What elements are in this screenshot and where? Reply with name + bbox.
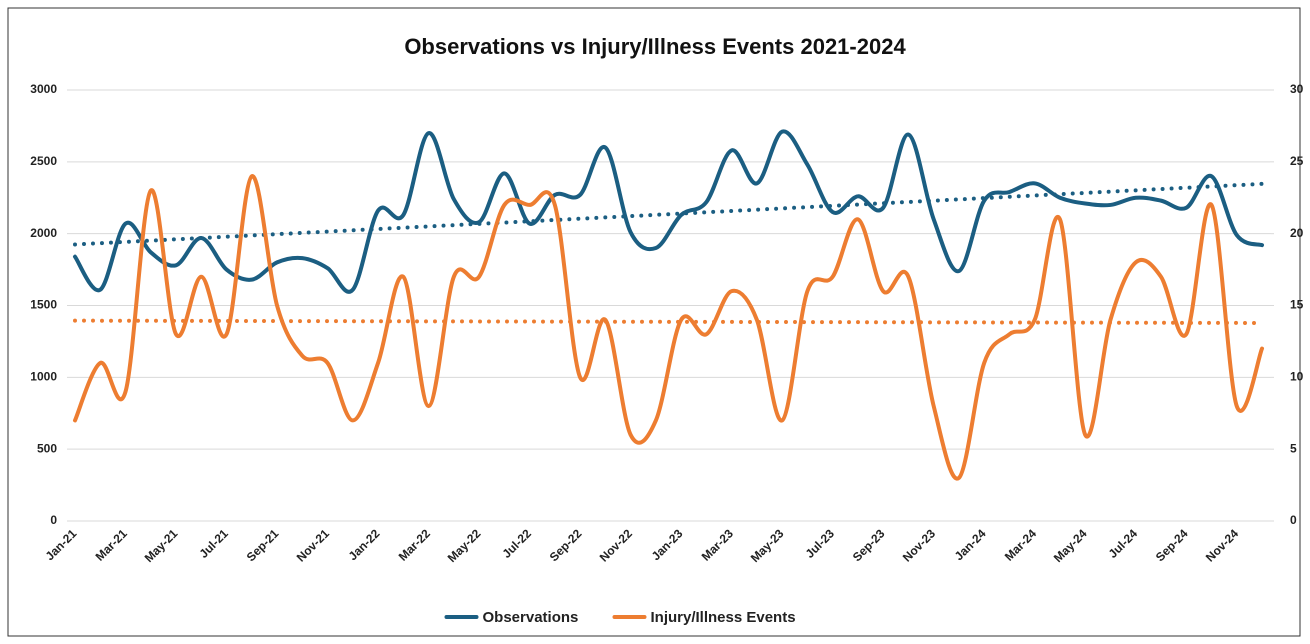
y-tick-label: 2500 (30, 154, 57, 168)
legend: Observations Injury/Illness Events (444, 609, 796, 626)
series-line (73, 174, 1264, 481)
trendline (73, 318, 1264, 325)
y2-tick-label: 30 (1290, 82, 1304, 96)
chart-title: Observations vs Injury/Illness Events 20… (404, 34, 906, 59)
y-tick-label: 3000 (30, 82, 57, 96)
y2-tick-label: 15 (1290, 298, 1304, 312)
legend-label: Injury/Illness Events (651, 609, 796, 626)
y2-tick-label: 0 (1290, 513, 1297, 527)
y2-tick-label: 25 (1290, 154, 1304, 168)
y-tick-label: 500 (37, 441, 57, 455)
series-line (73, 129, 1264, 294)
trendline (73, 181, 1264, 247)
y-tick-label: 2000 (30, 226, 57, 240)
legend-label: Observations (483, 609, 579, 626)
y2-tick-label: 5 (1290, 441, 1297, 455)
y2-tick-label: 20 (1290, 226, 1304, 240)
y-tick-label: 1000 (30, 370, 57, 384)
y-tick-label: 1500 (30, 298, 57, 312)
y-tick-label: 0 (50, 513, 57, 527)
y2-tick-label: 10 (1290, 370, 1304, 384)
